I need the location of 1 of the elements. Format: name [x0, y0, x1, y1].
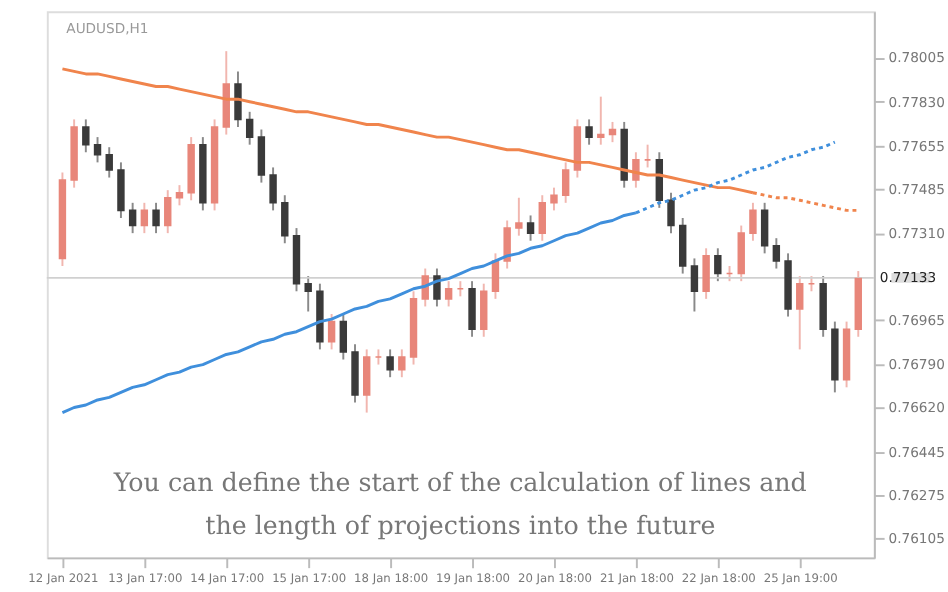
annotation: You can define the start of the calculation of lines and the length of projections into the future — [111, 467, 807, 540]
